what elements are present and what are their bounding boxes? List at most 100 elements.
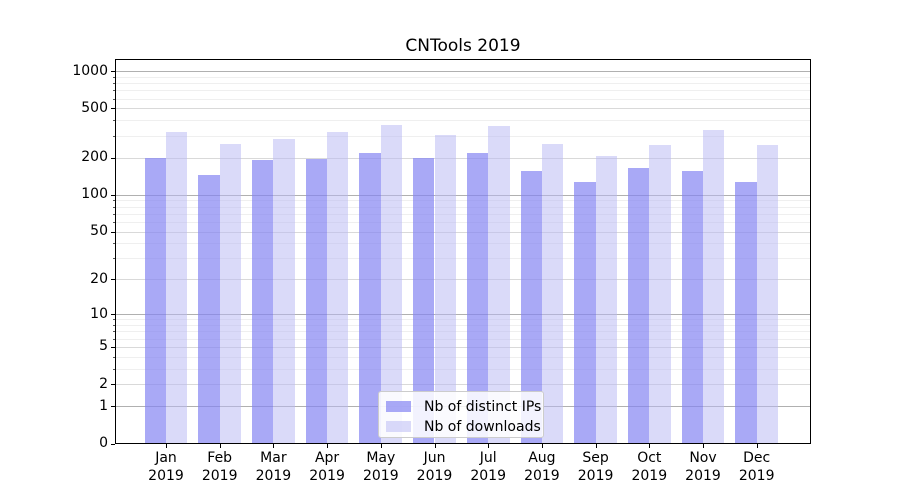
minor-gridline <box>116 98 810 100</box>
bar-distinct-ips-jan <box>144 157 166 443</box>
bar-downloads-jan <box>166 132 188 443</box>
y-minor-tick-mark <box>113 243 115 245</box>
major-gridline <box>116 346 810 348</box>
minor-gridline <box>116 90 810 92</box>
x-tick-mark <box>327 444 329 448</box>
minor-gridline <box>116 243 810 245</box>
x-tick-label: Jun 2019 <box>416 450 453 484</box>
y-minor-tick-mark <box>113 98 115 100</box>
y-tick-label: 1 <box>99 397 108 414</box>
minor-gridline <box>116 356 810 358</box>
bar-distinct-ips-mar <box>252 159 274 443</box>
y-tick-mark <box>111 346 115 348</box>
minor-gridline <box>116 325 810 327</box>
y-minor-tick-mark <box>113 331 115 333</box>
minor-gridline <box>116 338 810 340</box>
bar-distinct-ips-oct <box>627 167 650 443</box>
y-minor-tick-mark <box>113 83 115 85</box>
x-tick-label: Jul 2019 <box>470 450 506 484</box>
legend-label-distinct-ips: Nb of distinct IPs <box>424 398 542 415</box>
y-tick-label: 500 <box>81 99 108 116</box>
minor-gridline <box>116 120 810 122</box>
major-gridline <box>116 108 810 110</box>
major-gridline <box>116 231 810 233</box>
y-minor-tick-mark <box>113 356 115 358</box>
bar-downloads-nov <box>703 130 725 443</box>
bar-downloads-sep <box>595 156 617 443</box>
y-tick-mark <box>111 443 115 445</box>
y-tick-mark <box>111 157 115 159</box>
y-tick-label: 0 <box>99 435 108 451</box>
plot-area <box>115 59 811 444</box>
y-minor-tick-mark <box>113 120 115 122</box>
bar-downloads-oct <box>649 144 671 443</box>
y-tick-mark <box>111 406 115 408</box>
y-tick-mark <box>111 194 115 196</box>
legend: Nb of distinct IPs Nb of downloads <box>378 391 544 438</box>
major-gridline <box>116 194 810 196</box>
bar-distinct-ips-sep <box>574 181 596 443</box>
x-tick-label: Aug 2019 <box>524 450 560 484</box>
x-tick-mark <box>703 444 704 448</box>
minor-gridline <box>116 331 810 333</box>
chart-title: CNTools 2019 <box>405 36 521 56</box>
y-minor-tick-mark <box>113 325 115 327</box>
x-tick-label: Sep 2019 <box>577 450 614 484</box>
y-tick-mark <box>111 279 115 281</box>
minor-gridline <box>116 213 810 215</box>
y-minor-tick-mark <box>113 319 115 321</box>
bar-downloads-aug <box>541 144 564 443</box>
y-minor-tick-mark <box>113 206 115 208</box>
y-tick-label: 200 <box>81 149 108 166</box>
minor-gridline <box>116 368 810 370</box>
x-tick-label: Mar 2019 <box>255 450 292 484</box>
bar-downloads-dec <box>756 145 779 443</box>
major-gridline <box>116 279 810 281</box>
y-tick-mark <box>111 314 115 316</box>
x-tick-label: Feb 2019 <box>201 450 238 484</box>
y-minor-tick-mark <box>113 368 115 370</box>
x-tick-mark <box>756 444 758 448</box>
y-minor-tick-mark <box>113 213 115 215</box>
minor-gridline <box>116 319 810 321</box>
bar-distinct-ips-nov <box>681 170 703 443</box>
legend-swatch-downloads <box>386 421 411 432</box>
minor-gridline <box>116 200 810 202</box>
bar-downloads-apr <box>327 132 349 443</box>
y-minor-tick-mark <box>113 221 115 223</box>
y-minor-tick-mark <box>113 76 115 78</box>
bar-distinct-ips-dec <box>735 182 757 443</box>
y-tick-mark <box>111 71 115 73</box>
legend-item-distinct-ips: Nb of distinct IPs <box>386 397 543 416</box>
minor-gridline <box>116 135 810 137</box>
bar-distinct-ips-jul <box>466 153 489 443</box>
y-tick-label: 20 <box>90 270 108 287</box>
x-tick-mark <box>595 444 597 448</box>
y-tick-label: 10 <box>90 305 108 322</box>
bar-downloads-feb <box>219 144 242 443</box>
y-tick-label: 1000 <box>72 62 108 79</box>
y-tick-label: 5 <box>99 338 108 355</box>
minor-gridline <box>116 258 810 260</box>
x-tick-label: May 2019 <box>362 450 399 484</box>
minor-gridline <box>116 83 810 85</box>
y-minor-tick-mark <box>113 338 115 340</box>
y-minor-tick-mark <box>113 200 115 202</box>
bar-downloads-jun <box>434 134 456 443</box>
y-minor-tick-mark <box>113 90 115 92</box>
x-tick-mark <box>488 444 490 448</box>
y-minor-tick-mark <box>113 135 115 137</box>
minor-gridline <box>116 221 810 223</box>
bar-downloads-may <box>380 124 403 443</box>
x-tick-mark <box>541 444 543 448</box>
bar-distinct-ips-apr <box>305 158 328 443</box>
x-tick-mark <box>380 444 382 448</box>
bar-distinct-ips-feb <box>198 174 220 443</box>
bar-distinct-ips-jun <box>413 157 435 443</box>
major-gridline <box>116 384 810 386</box>
bar-downloads-mar <box>273 138 295 443</box>
y-tick-mark <box>111 108 115 110</box>
legend-swatch-distinct-ips <box>386 401 411 412</box>
bar-downloads-jul <box>488 125 510 443</box>
x-tick-mark <box>273 444 275 448</box>
